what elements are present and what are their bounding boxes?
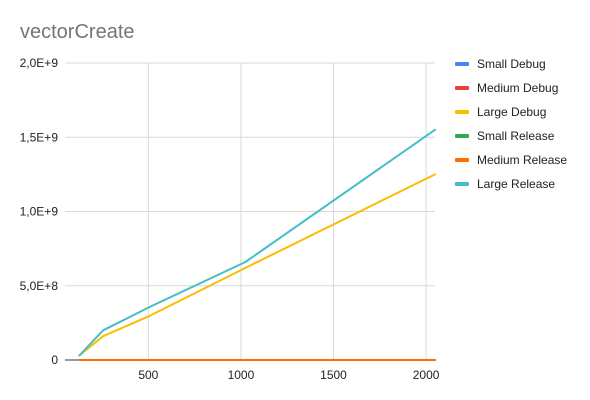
series-line-large-debug bbox=[78, 173, 436, 357]
legend-item-large-debug[interactable]: Large Debug bbox=[455, 105, 546, 119]
legend-label: Medium Release bbox=[477, 153, 567, 167]
legend-swatch bbox=[455, 158, 469, 162]
legend-swatch bbox=[455, 86, 469, 90]
legend-label: Medium Debug bbox=[477, 81, 558, 95]
legend-swatch bbox=[455, 110, 469, 114]
legend-item-small-debug[interactable]: Small Debug bbox=[455, 57, 546, 71]
chart-legend[interactable]: Small Debug Medium Debug Large Debug Small … bbox=[455, 57, 567, 191]
x-tick-label: 500 bbox=[138, 368, 158, 382]
chart-grid bbox=[65, 62, 435, 361]
legend-label: Small Release bbox=[477, 129, 555, 143]
legend-item-large-release[interactable]: Large Release bbox=[455, 177, 555, 191]
series-lines bbox=[78, 128, 436, 361]
legend-item-medium-debug[interactable]: Medium Debug bbox=[455, 81, 558, 95]
legend-swatch bbox=[455, 182, 469, 186]
x-tick-label: 1000 bbox=[228, 368, 255, 382]
legend-label: Large Release bbox=[477, 177, 555, 191]
legend-item-small-release[interactable]: Small Release bbox=[455, 129, 555, 143]
y-tick-label: 1,0E+9 bbox=[20, 205, 59, 219]
legend-swatch bbox=[455, 62, 469, 66]
legend-label: Large Debug bbox=[477, 105, 546, 119]
legend-label: Small Debug bbox=[477, 57, 546, 71]
y-tick-label: 0 bbox=[51, 353, 58, 367]
legend-item-medium-release[interactable]: Medium Release bbox=[455, 153, 567, 167]
series-line-large-release bbox=[78, 128, 436, 357]
y-tick-label: 1,5E+9 bbox=[20, 130, 59, 144]
chart-title: vectorCreate bbox=[20, 21, 135, 43]
x-tick-label: 2000 bbox=[413, 368, 440, 382]
y-tick-label: 5,0E+8 bbox=[20, 279, 59, 293]
axis-tick-labels: 0 5,0E+8 1,0E+9 1,5E+9 2,0E+9 500 1000 1500 2000 bbox=[20, 56, 440, 382]
legend-swatch bbox=[455, 134, 469, 138]
y-tick-label: 2,0E+9 bbox=[20, 56, 59, 70]
x-tick-label: 1500 bbox=[320, 368, 347, 382]
